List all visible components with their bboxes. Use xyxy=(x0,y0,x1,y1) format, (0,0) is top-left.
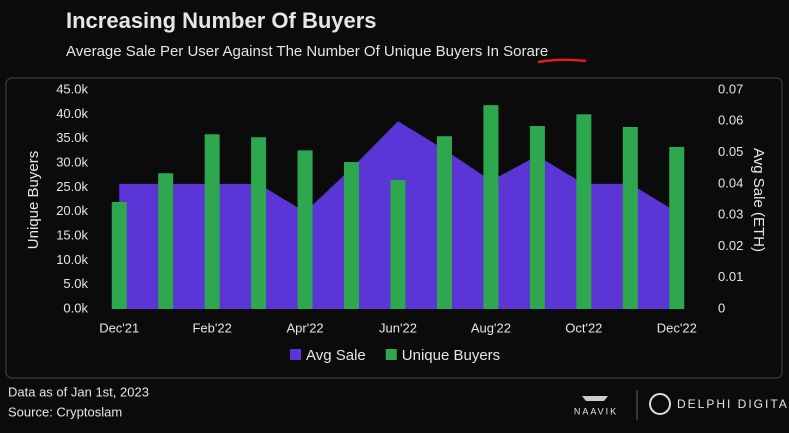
y2-tick-label: 0.05 xyxy=(718,144,743,159)
bar xyxy=(204,134,220,309)
bar xyxy=(669,146,685,309)
bar xyxy=(158,173,174,309)
bar xyxy=(622,126,638,309)
y2-tick-label: 0.02 xyxy=(718,238,743,253)
x-tick-label: Oct'22 xyxy=(565,320,602,335)
y-tick-label: 5.0k xyxy=(63,276,88,291)
legend-label: Unique Buyers xyxy=(402,347,500,364)
bar xyxy=(529,126,545,309)
y-tick-label: 10.0k xyxy=(56,252,88,267)
y-tick-label: 20.0k xyxy=(56,203,88,218)
bar xyxy=(344,162,360,309)
y-tick-label: 25.0k xyxy=(56,179,88,194)
y2-tick-label: 0.04 xyxy=(718,175,743,190)
y-tick-label: 45.0k xyxy=(56,81,88,96)
x-tick-label: Aug'22 xyxy=(471,320,511,335)
y2-tick-label: 0 xyxy=(718,300,725,315)
bar xyxy=(297,150,313,309)
source: Source: Cryptoslam xyxy=(8,404,122,419)
legend-swatch xyxy=(290,349,301,360)
logo: NAAVIK xyxy=(574,406,618,416)
y-tick-label: 30.0k xyxy=(56,154,88,169)
x-tick-label: Apr'22 xyxy=(286,320,323,335)
bar xyxy=(483,105,499,309)
x-tick-label: Dec'22 xyxy=(657,320,697,335)
y-tick-label: 0.0k xyxy=(63,300,88,315)
bar xyxy=(251,137,267,309)
y-axis-title: Unique Buyers xyxy=(25,151,42,249)
y2-axis-title: Avg Sale (ETH) xyxy=(750,148,767,252)
bar xyxy=(111,201,127,309)
x-tick-label: Feb'22 xyxy=(192,320,231,335)
legend-swatch xyxy=(385,349,397,360)
chart-subtitle: Average Sale Per User Against The Number… xyxy=(66,43,548,60)
logo: DELPHI DIGITAL xyxy=(677,397,789,411)
bar xyxy=(436,136,452,309)
y2-tick-label: 0.07 xyxy=(718,81,743,96)
chart-title: Increasing Number Of Buyers xyxy=(66,8,377,33)
panel xyxy=(5,77,783,379)
y-tick-label: 35.0k xyxy=(56,130,88,145)
y2-tick-label: 0.03 xyxy=(718,207,743,222)
bar xyxy=(576,114,592,309)
x-tick-label: Dec'21 xyxy=(99,320,139,335)
bar xyxy=(390,180,406,309)
y-tick-label: 15.0k xyxy=(56,227,88,242)
legend-label: Avg Sale xyxy=(306,347,366,364)
x-tick-label: Jun'22 xyxy=(379,320,417,335)
delphi-icon xyxy=(649,393,671,415)
y2-tick-label: 0.06 xyxy=(718,113,743,128)
footer-note: Data as of Jan 1st, 2023 xyxy=(8,384,149,399)
y-tick-label: 40.0k xyxy=(56,106,88,121)
naavik-icon xyxy=(582,396,608,401)
underline xyxy=(537,58,587,64)
y2-tick-label: 0.01 xyxy=(718,269,743,284)
